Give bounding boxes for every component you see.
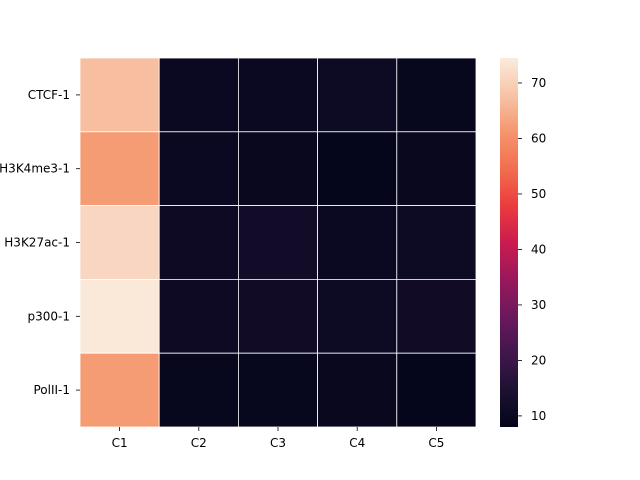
heatmap-cell-H3K4me3-1-C5: [396, 131, 477, 207]
colorbar-tick-label: 70: [531, 76, 546, 90]
heatmap-cell-p300-1-C2: [158, 278, 239, 354]
x-tick-label: C2: [191, 436, 207, 450]
heatmap-cell-PolII-1-C2: [158, 352, 239, 428]
heatmap-cell-PolII-1-C5: [396, 352, 477, 428]
heatmap-cell-H3K27ac-1-C5: [396, 205, 477, 280]
heatmap-cell-PolII-1-C1: [79, 352, 160, 428]
x-axis-ticks: C1 C2 C3 C4 C5: [112, 427, 444, 450]
x-tick-label: C1: [112, 436, 128, 450]
heatmap-cell-CTCF-1-C1: [79, 57, 160, 133]
heatmap-cell-H3K27ac-1-C1: [79, 205, 160, 280]
heatmap-cell-CTCF-1-C4: [317, 57, 398, 133]
colorbar-tick-label: 40: [531, 242, 546, 256]
x-tick-label: C5: [428, 436, 444, 450]
y-axis-ticks: CTCF-1 H3K4me3-1 H3K27ac-1 p300-1 PolII-1: [0, 88, 80, 397]
colorbar-tick-label: 30: [531, 298, 546, 312]
heatmap-cell-p300-1-C1: [79, 278, 160, 354]
y-tick-label: H3K4me3-1: [0, 162, 70, 176]
heatmap-cell-CTCF-1-C5: [396, 57, 477, 133]
colorbar-tick-label: 10: [531, 409, 546, 423]
x-tick-label: C4: [349, 436, 365, 450]
heatmap-cell-p300-1-C4: [317, 278, 398, 354]
colorbar-tick-label: 50: [531, 187, 546, 201]
y-tick-label: H3K27ac-1: [4, 236, 70, 250]
heatmap-cell-CTCF-1-C2: [158, 57, 239, 133]
y-tick-label: PolII-1: [33, 383, 70, 397]
y-tick-label: p300-1: [28, 309, 71, 323]
heatmap-cell-PolII-1-C3: [237, 352, 318, 428]
colorbar-tick-label: 60: [531, 131, 546, 145]
heatmap-cell-H3K27ac-1-C2: [158, 205, 239, 280]
heatmap-cell-CTCF-1-C3: [237, 57, 318, 133]
colorbar-gradient: [500, 58, 518, 427]
heatmap-cell-H3K4me3-1-C3: [237, 131, 318, 207]
heatmap-cell-H3K4me3-1-C2: [158, 131, 239, 207]
colorbar-tick-label: 20: [531, 353, 546, 367]
colorbar: 10 20 30 40 50 60 70: [500, 58, 546, 427]
heatmap-cell-PolII-1-C4: [317, 352, 398, 428]
heatmap-cell-p300-1-C3: [237, 278, 318, 354]
heatmap-cell-H3K27ac-1-C4: [317, 205, 398, 280]
heatmap-cell-H3K4me3-1-C1: [79, 131, 160, 207]
y-tick-label: CTCF-1: [28, 88, 70, 102]
x-tick-label: C3: [270, 436, 286, 450]
heatmap-cell-H3K4me3-1-C4: [317, 131, 398, 207]
heatmap-cell-H3K27ac-1-C3: [237, 205, 318, 280]
heatmap-cell-p300-1-C5: [396, 278, 477, 354]
heatmap-cells: [79, 57, 477, 428]
